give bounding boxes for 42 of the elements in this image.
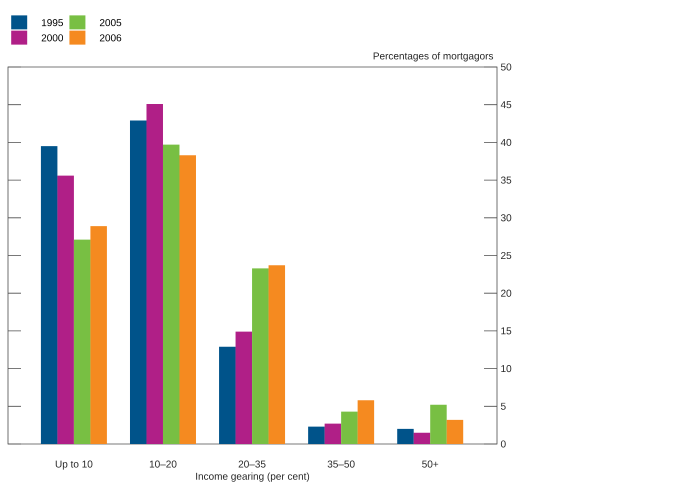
bar — [430, 404, 447, 444]
bar — [414, 432, 430, 444]
y-tick-label: 0 — [500, 440, 506, 448]
bar — [446, 420, 464, 444]
x-tick-label: 10–20 — [150, 460, 176, 468]
bar — [341, 412, 358, 444]
legend-label: 2006 — [100, 34, 122, 42]
bar — [324, 424, 342, 444]
y-tick-label: 35 — [500, 176, 512, 184]
y-tick-label: 20 — [501, 290, 512, 297]
bar — [236, 332, 252, 444]
bar — [308, 426, 325, 444]
bar — [57, 176, 74, 444]
legend-label: 2005 — [100, 19, 122, 26]
y-tick-label: 40 — [500, 138, 512, 146]
y-tick-label: 5 — [500, 402, 506, 410]
x-tick-label: 50+ — [422, 460, 438, 468]
bar — [130, 120, 146, 444]
bar — [219, 346, 236, 444]
x-tick-label: Up to 10 — [56, 460, 92, 470]
bar — [90, 226, 107, 444]
bar — [179, 155, 196, 444]
y-axis-title: Percentages of mortgagors — [374, 52, 494, 62]
y-tick-label: 45 — [500, 101, 512, 108]
y-tick-label: 15 — [501, 327, 512, 334]
bar — [74, 240, 90, 444]
y-tick-label: 25 — [501, 252, 512, 260]
bar — [40, 146, 58, 444]
x-tick-label: 35–50 — [328, 460, 355, 468]
bar — [397, 428, 414, 444]
x-tick-label: 20–35 — [238, 460, 266, 468]
legend-label: 2000 — [42, 34, 64, 42]
bar — [268, 265, 286, 444]
y-tick-label: 50 — [500, 63, 512, 71]
x-axis-title: Income gearing (per cent) — [196, 472, 310, 482]
bar — [146, 104, 163, 444]
bar — [162, 144, 180, 444]
y-tick-label: 30 — [500, 214, 512, 222]
y-tick-label: 10 — [501, 365, 512, 372]
bar — [252, 268, 269, 444]
bar — [358, 400, 374, 444]
legend-label: 1995 — [42, 19, 63, 26]
